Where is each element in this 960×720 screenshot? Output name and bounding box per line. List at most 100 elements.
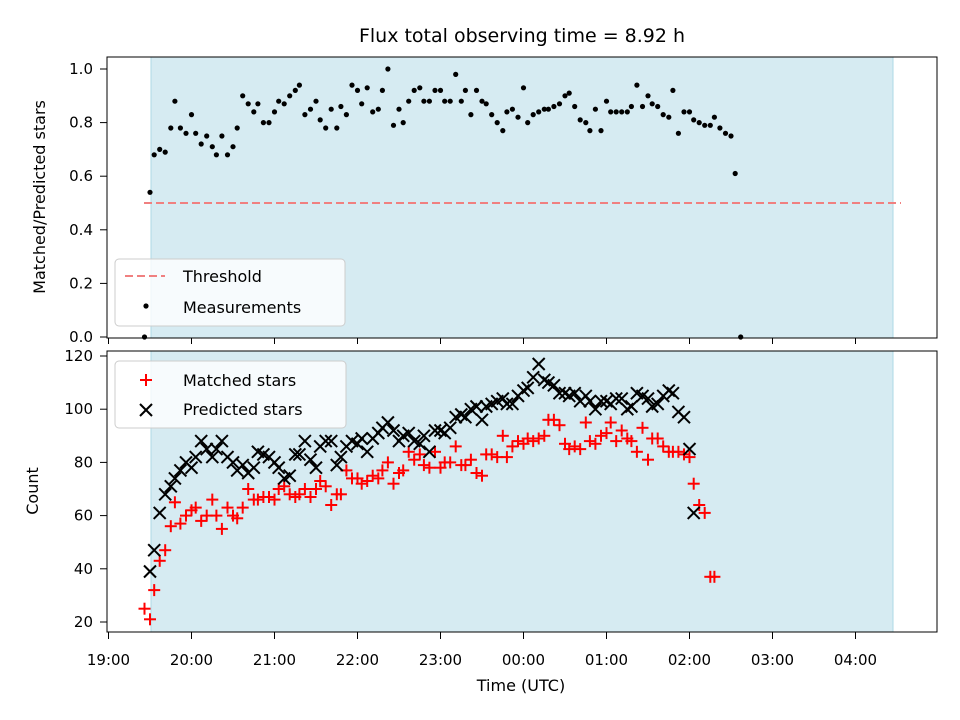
x-tick-label: 21:00 (253, 651, 296, 669)
measurement-point (147, 189, 153, 195)
measurement-point (675, 130, 682, 136)
measurement-point (172, 98, 178, 104)
measurement-point (572, 103, 578, 110)
matched-star-point (506, 440, 519, 453)
x-tick-label: 04:00 (834, 651, 877, 669)
measurement-point (738, 334, 744, 340)
matched-star-point (698, 506, 711, 519)
predicted-star-point (500, 397, 514, 411)
measurement-point (447, 98, 453, 104)
predicted-star-point (526, 370, 540, 385)
matched-star-point (159, 544, 172, 557)
measurement-point (536, 109, 542, 115)
measurement-point (562, 93, 568, 99)
measurement-point (334, 125, 340, 131)
y-tick-label: 1.0 (69, 60, 93, 78)
y-tick-label: 60 (74, 507, 93, 525)
matched-star-point (325, 499, 338, 511)
measurement-point (157, 146, 163, 152)
matched-star-point (464, 453, 477, 466)
matched-star-point (687, 477, 700, 490)
matched-star-point (625, 435, 638, 448)
matched-star-point (397, 464, 410, 477)
predicted-star-point (381, 415, 395, 430)
predicted-star-point (354, 431, 369, 446)
matched-star-point (657, 440, 670, 453)
matched-star-point (263, 491, 275, 503)
matched-star-point (527, 435, 540, 448)
matched-star-point (195, 514, 208, 527)
predicted-star-point (168, 471, 182, 486)
measurement-point (162, 149, 168, 155)
measurement-point (645, 93, 651, 99)
matched-star-point (387, 477, 400, 490)
matched-star-point (444, 456, 457, 469)
matched-star-point (314, 475, 327, 487)
matched-star-point (476, 469, 488, 482)
predicted-star-point (641, 391, 655, 406)
legend-matched-swatch (140, 374, 152, 386)
matched-star-point (615, 424, 628, 437)
measurement-point (323, 125, 329, 131)
measurement-point (520, 85, 527, 91)
measurement-point (219, 133, 225, 139)
y-tick-label: 0.2 (69, 274, 93, 292)
predicted-star-point (417, 429, 431, 443)
measurement-point (686, 109, 693, 115)
bottom-axes-frame (106, 350, 938, 633)
matched-star-point (298, 483, 311, 495)
measurement-point (177, 125, 183, 131)
matched-star-point (268, 493, 281, 506)
predicted-star-point (194, 434, 208, 448)
measurement-point (296, 82, 302, 88)
predicted-star-point (588, 402, 603, 416)
matched-star-point (651, 432, 664, 445)
measurement-point (396, 106, 402, 112)
predicted-star-point (318, 434, 333, 448)
measurement-point (587, 128, 593, 134)
predicted-star-point (288, 447, 303, 462)
matched-star-point (485, 448, 498, 461)
matched-star-point (361, 475, 374, 487)
measurement-point (556, 101, 563, 107)
x-axis-label: Time (UTC) (476, 676, 565, 695)
measurement-point (619, 109, 625, 115)
matched-star-point (251, 493, 264, 506)
legend-threshold-label: Threshold (182, 267, 262, 286)
measurement-point (500, 128, 506, 134)
legend-measurements-swatch (143, 303, 149, 309)
measurement-point (251, 109, 257, 115)
measurement-point (453, 71, 459, 77)
predicted-star-point (614, 391, 629, 406)
measurement-point (213, 152, 219, 158)
predicted-star-point (164, 479, 178, 494)
matched-star-point (215, 522, 228, 535)
matched-star-point (553, 419, 566, 432)
matched-star-point (683, 451, 696, 464)
measurement-point (504, 109, 510, 115)
top-y-axis-label: Matched/Predicted stars (30, 100, 49, 294)
matched-star-point (630, 445, 643, 458)
x-tick-label: 19:00 (87, 651, 130, 669)
measurement-point (370, 109, 376, 115)
y-tick-label: 0.4 (69, 221, 93, 239)
predicted-star-point (520, 381, 535, 395)
predicted-star-point (567, 386, 582, 400)
matched-star-point (355, 477, 368, 490)
matched-stars-series (138, 413, 721, 626)
matched-star-point (521, 432, 534, 445)
measurement-point (230, 144, 236, 150)
predicted-star-point (334, 450, 348, 464)
measurement-point (442, 98, 448, 104)
matched-star-point (189, 501, 202, 514)
matched-star-point (708, 570, 721, 583)
predicted-star-point (413, 437, 427, 451)
predicted-star-point (594, 394, 608, 408)
measurement-point (260, 120, 266, 126)
predicted-star-point (422, 445, 437, 459)
measurement-point (364, 85, 370, 91)
matched-star-point (319, 480, 332, 493)
measurement-point (432, 87, 438, 93)
matched-star-point (231, 512, 244, 525)
